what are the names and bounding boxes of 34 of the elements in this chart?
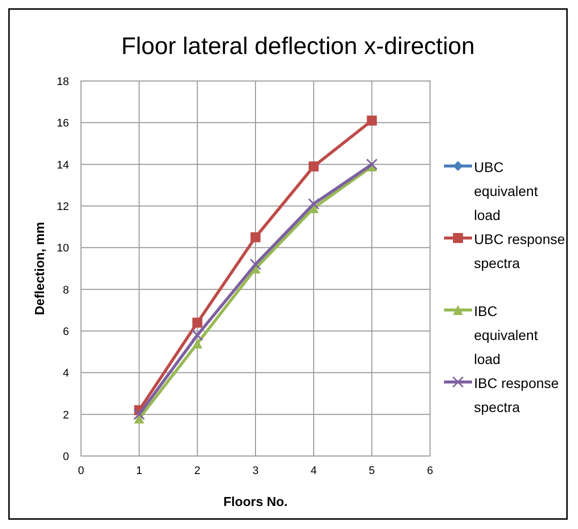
x-tick-label: 6 bbox=[426, 465, 434, 477]
point bbox=[133, 408, 145, 420]
x-tick-label: 1 bbox=[136, 465, 142, 477]
y-axis-title: Deflection, mm bbox=[32, 222, 47, 316]
y-tick-label: 14 bbox=[56, 159, 69, 172]
x-tick-label: 0 bbox=[78, 465, 84, 477]
point bbox=[192, 338, 202, 348]
point bbox=[250, 258, 262, 270]
point bbox=[366, 116, 377, 126]
legend-label: IBC equivalent load bbox=[474, 303, 538, 367]
y-tick-label: 16 bbox=[56, 118, 69, 130]
point bbox=[192, 329, 204, 341]
x-tick-label: 4 bbox=[310, 465, 317, 477]
y-tick-label: 2 bbox=[62, 409, 69, 422]
point bbox=[366, 158, 378, 170]
y-tick-label: 0 bbox=[62, 451, 69, 463]
point bbox=[308, 198, 320, 210]
legend-label: UBC equivalent load bbox=[474, 159, 538, 223]
x-tick-label: 3 bbox=[252, 465, 259, 477]
y-tick-label: 6 bbox=[62, 326, 69, 338]
x-tick-label: 5 bbox=[368, 465, 375, 477]
legend-label: IBC response spectra bbox=[474, 375, 560, 415]
x-axis-title: Floors No. bbox=[223, 494, 288, 509]
chart-title: Floor lateral deflection x-direction bbox=[121, 33, 475, 60]
y-tick-label: 4 bbox=[62, 368, 69, 380]
y-tick-label: 10 bbox=[56, 242, 69, 255]
y-tick-label: 18 bbox=[56, 76, 69, 88]
point bbox=[250, 232, 260, 242]
legend-label: UBC response spectra bbox=[474, 231, 566, 271]
y-tick-label: 8 bbox=[62, 284, 69, 296]
y-tick-label: 12 bbox=[56, 201, 69, 213]
point bbox=[308, 161, 319, 172]
x-tick-label: 2 bbox=[194, 465, 200, 477]
point bbox=[192, 318, 202, 328]
